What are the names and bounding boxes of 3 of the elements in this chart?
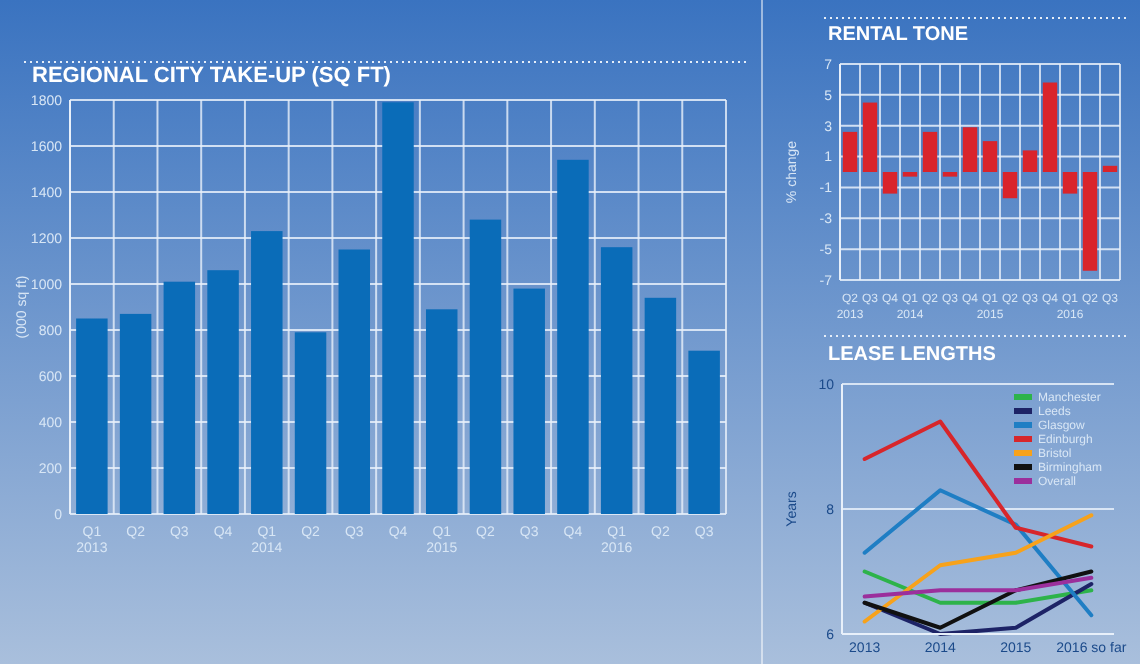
chart-title: LEASE LENGTHS [828, 344, 997, 366]
chart-title: REGIONAL CITY TAKE-UP (SQ FT) [32, 64, 392, 88]
chart-title: RENTAL TONE [828, 24, 969, 46]
